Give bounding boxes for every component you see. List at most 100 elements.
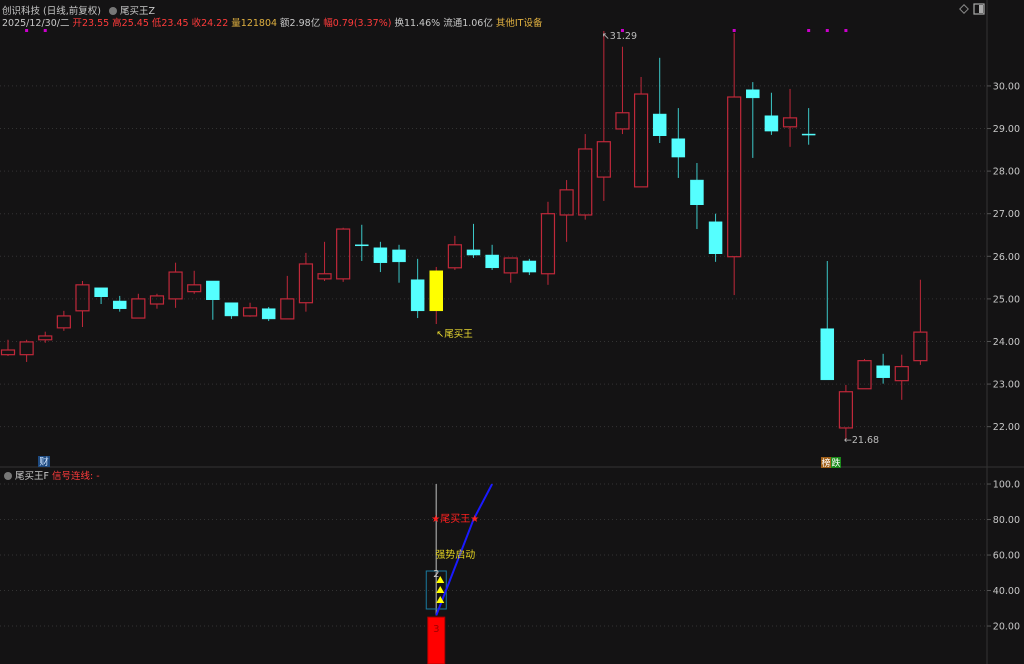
candle-body — [56, 315, 71, 329]
top-marker — [807, 29, 811, 32]
candle — [447, 235, 462, 270]
candle-body — [392, 249, 406, 263]
change: 幅0.79(3.37%) — [323, 18, 392, 29]
candle-body — [206, 280, 220, 300]
candle — [280, 275, 295, 320]
candle — [392, 244, 406, 283]
indicator-name[interactable]: 尾买王Z — [119, 6, 155, 17]
date: 2025/12/30/二 — [2, 18, 70, 29]
candle-body — [317, 273, 332, 280]
candle — [559, 180, 574, 242]
candle — [838, 384, 854, 441]
candle — [913, 279, 928, 365]
candle — [261, 306, 276, 322]
strong-start-label: 强势启动 — [435, 548, 475, 561]
candle — [596, 30, 611, 201]
candle-body — [857, 360, 872, 390]
candle — [522, 258, 537, 276]
panel-toggle-icon[interactable] — [973, 3, 985, 15]
signal-line-label: 信号连线: - — [52, 471, 100, 482]
y-tick-label: 25.00 — [993, 294, 1020, 305]
candle-body — [633, 93, 649, 188]
candle — [336, 227, 351, 282]
y-tick-label: 26.00 — [993, 252, 1020, 263]
y-tick-label: 80.00 — [993, 515, 1020, 526]
top-right-icons — [958, 3, 988, 18]
top-marker — [620, 29, 624, 32]
candle-body — [94, 287, 108, 298]
candle — [0, 339, 16, 356]
panel-toggle-fill — [979, 5, 983, 13]
candle-body — [410, 279, 425, 312]
candle-body — [876, 365, 890, 378]
candle — [503, 257, 518, 283]
candle-body — [838, 391, 854, 429]
turnover: 换11.46% — [394, 18, 441, 29]
candle — [19, 339, 34, 362]
candle-body — [429, 270, 444, 312]
fin-badge: 财 — [39, 456, 49, 468]
candle-body — [485, 254, 499, 269]
candle — [578, 134, 593, 220]
lower-indicator-settings-icon[interactable] — [4, 472, 12, 480]
candle-body — [746, 89, 760, 99]
max-price-label: ↖31.29 — [602, 31, 637, 42]
high: 高25.45 — [112, 18, 149, 29]
diamond-icon[interactable] — [959, 4, 969, 14]
candle-body — [764, 115, 779, 132]
candle — [782, 88, 798, 147]
candle — [820, 260, 835, 381]
candle-body — [540, 213, 556, 275]
candle-body — [727, 96, 742, 258]
count-bar-label: 3 — [433, 624, 439, 635]
candle-body — [373, 247, 388, 263]
candle-body — [187, 284, 202, 293]
candle-body — [596, 141, 611, 178]
candle-body — [503, 257, 518, 274]
candle — [355, 224, 369, 261]
list-badge-bg — [821, 457, 831, 468]
candle-body — [782, 117, 798, 128]
top-marker — [732, 29, 736, 32]
candle-body — [261, 308, 276, 320]
float-cap: 流通1.06亿 — [443, 18, 493, 29]
candle — [540, 201, 556, 285]
top-marker — [825, 29, 829, 32]
candle — [410, 258, 425, 319]
candle — [429, 266, 444, 325]
candle — [38, 331, 53, 343]
candle — [671, 108, 686, 178]
candle — [131, 293, 146, 319]
close: 收24.22 — [191, 18, 229, 29]
candle-body — [242, 307, 258, 317]
y-tick-label: 40.00 — [993, 586, 1020, 597]
candle — [149, 293, 165, 309]
candle-body — [559, 189, 574, 216]
y-tick-label: 23.00 — [993, 380, 1020, 391]
candle — [242, 302, 258, 317]
sector[interactable]: 其他IT设备 — [495, 18, 543, 29]
y-tick-label: 30.00 — [993, 81, 1020, 92]
candle-body — [652, 113, 667, 137]
candle — [224, 302, 239, 319]
chart-header-line2: 2025/12/30/二 开23.55 高25.45 低23.45 收24.22 量121… — [2, 15, 545, 29]
drop-badge: 跌 — [831, 458, 840, 469]
count-top-label: 2 — [433, 569, 439, 580]
candle — [633, 76, 649, 188]
candle-body — [224, 302, 239, 317]
candle — [801, 108, 816, 145]
candle — [876, 353, 890, 384]
candle-body — [708, 221, 723, 254]
candle-body — [19, 341, 34, 356]
open: 开23.55 — [72, 18, 110, 29]
indicator-settings-icon[interactable] — [108, 7, 117, 15]
candle — [857, 358, 872, 390]
candle — [615, 46, 630, 135]
list-badge: 榜 — [821, 457, 830, 469]
y-tick-label: 27.00 — [993, 209, 1020, 220]
top-marker — [43, 29, 47, 32]
lower-panel-header: 尾买王F 信号连线: - — [2, 468, 100, 482]
candle — [187, 270, 202, 294]
lower-indicator-name[interactable]: 尾买王F — [15, 471, 49, 482]
